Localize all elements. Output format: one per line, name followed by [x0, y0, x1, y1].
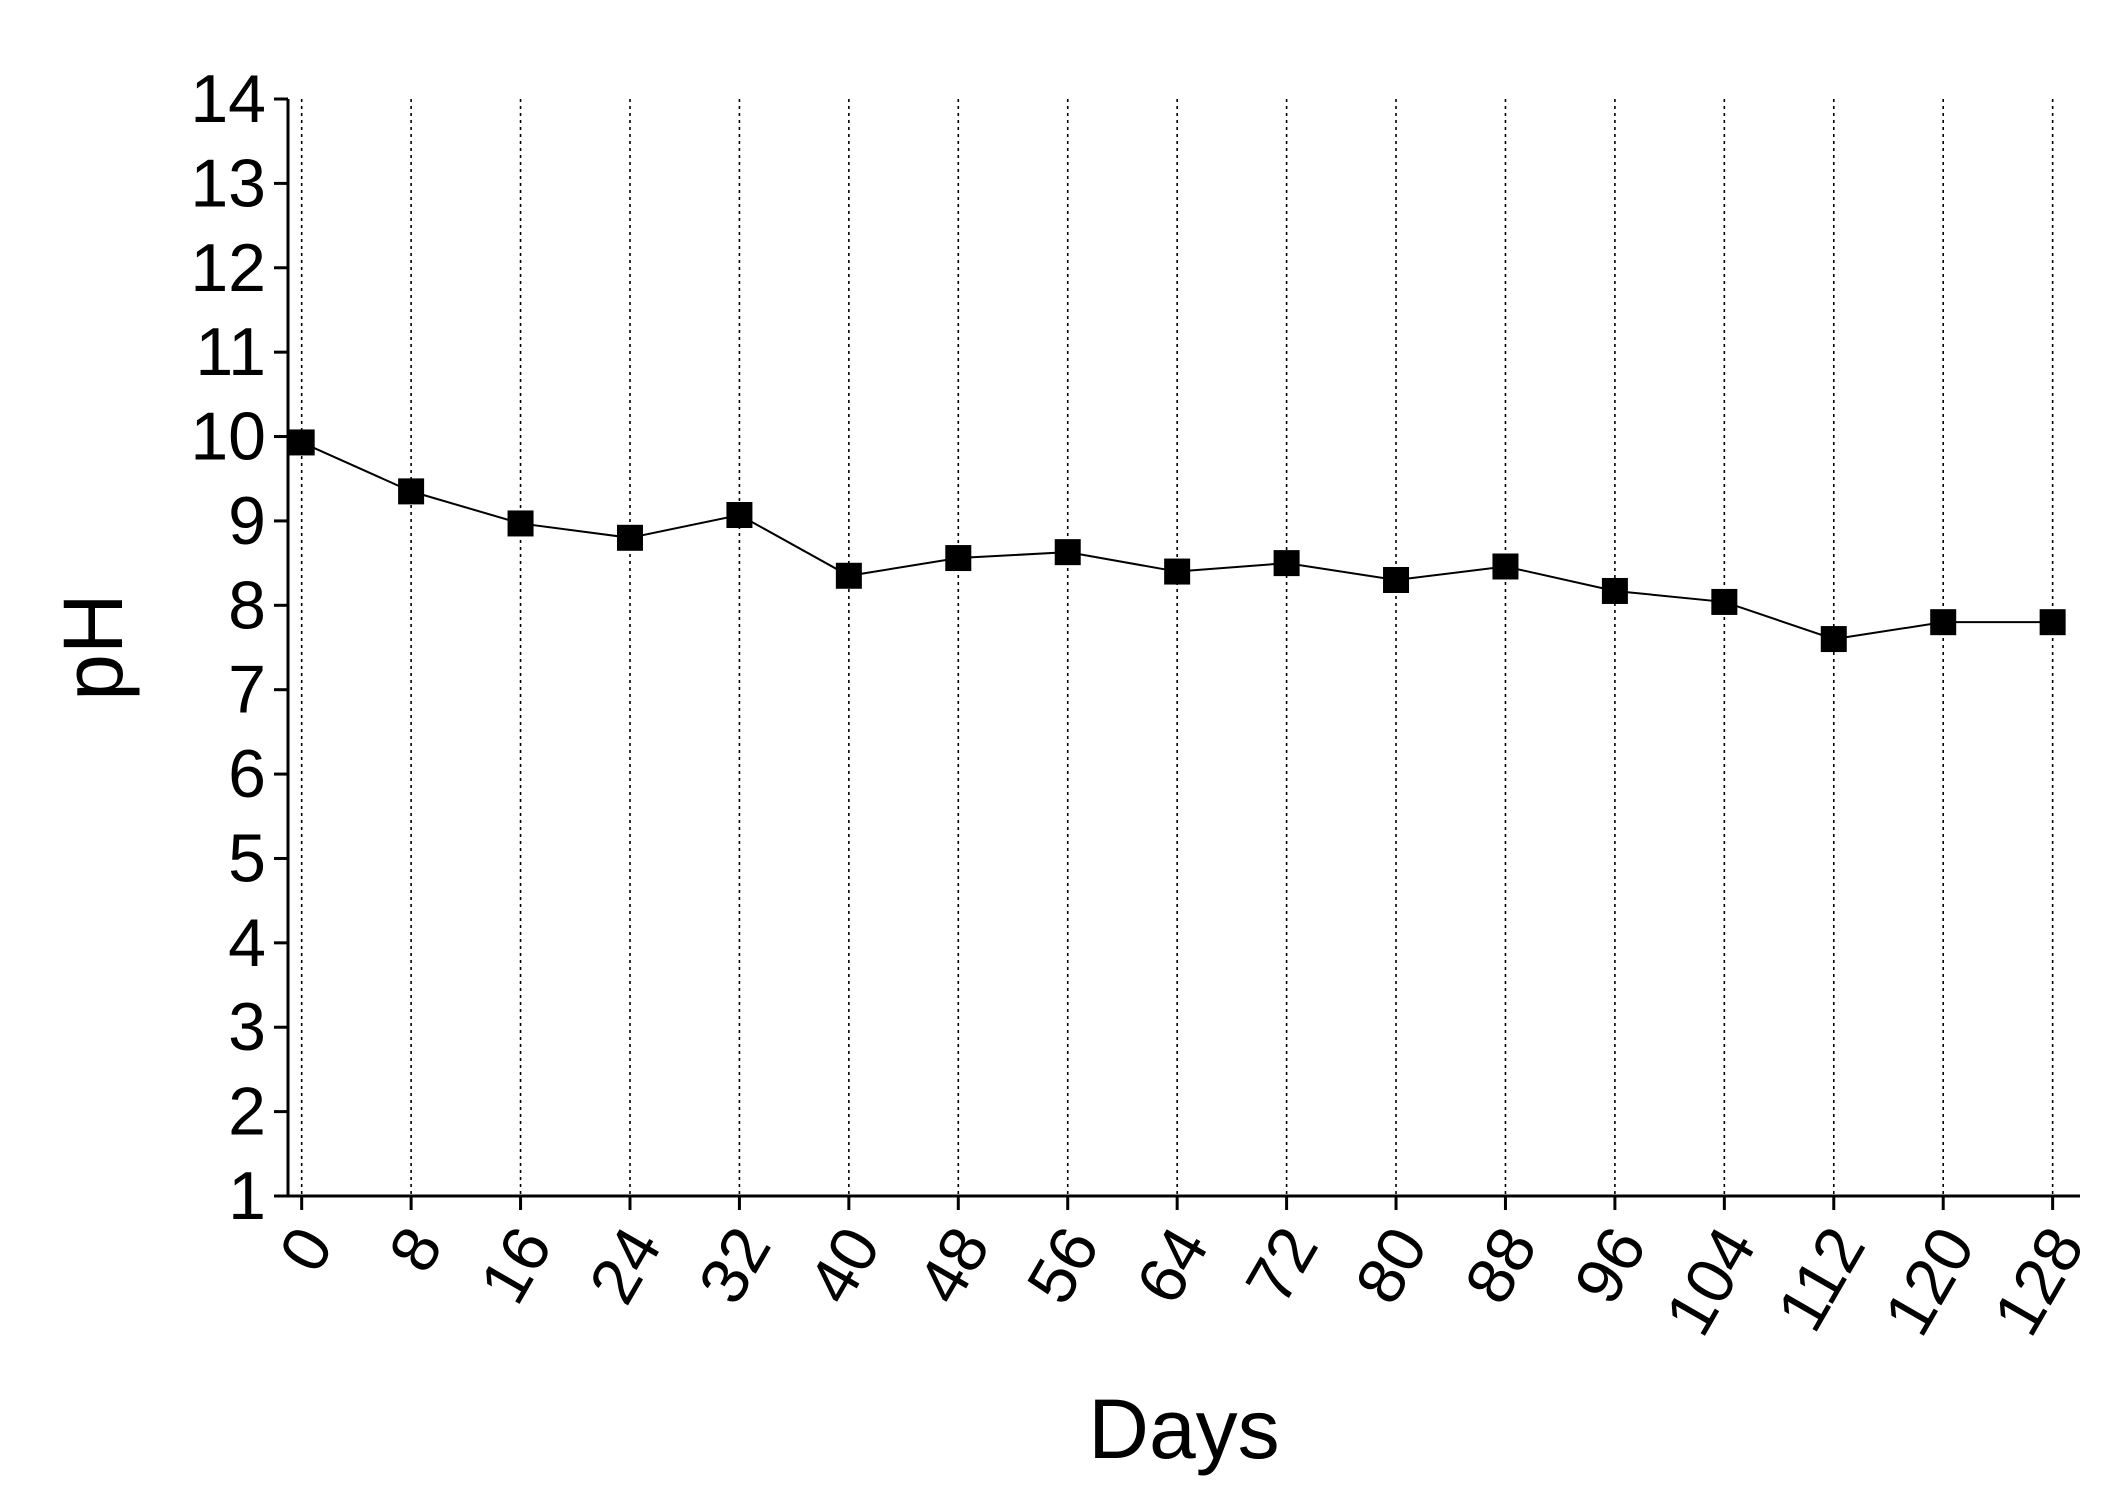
- y-tick-label: 8: [228, 567, 266, 643]
- x-tick-label: 80: [1340, 1215, 1441, 1316]
- x-tick-label: 24: [574, 1215, 675, 1316]
- data-point: [1054, 539, 1081, 566]
- x-tick-label: 56: [1012, 1215, 1113, 1316]
- x-axis-title: Days: [1088, 1382, 1279, 1476]
- data-point: [1273, 550, 1300, 577]
- x-tick-label: 128: [1979, 1215, 2098, 1347]
- x-tick-label: 72: [1231, 1215, 1332, 1316]
- y-tick-label: 4: [228, 905, 266, 981]
- x-tick-label: 112: [1762, 1215, 1879, 1343]
- y-tick-label: 6: [228, 736, 266, 812]
- y-axis-title: pH: [46, 593, 140, 700]
- x-tick-label: 32: [684, 1215, 785, 1316]
- x-tick-label: 8: [374, 1215, 456, 1284]
- y-tick-label: 10: [190, 399, 266, 475]
- x-tick-label: 64: [1122, 1215, 1223, 1316]
- x-tick-label: 88: [1450, 1215, 1551, 1316]
- data-point: [726, 502, 753, 529]
- y-tick-label: 12: [190, 230, 266, 306]
- data-point: [398, 478, 425, 505]
- data-point: [1601, 577, 1628, 604]
- x-tick-label: 48: [903, 1215, 1004, 1316]
- data-point: [2039, 609, 2066, 636]
- data-point: [288, 429, 315, 456]
- x-tick-label: 16: [465, 1215, 566, 1316]
- y-tick-label: 9: [228, 483, 266, 559]
- y-tick-label: 3: [228, 989, 266, 1065]
- data-point: [1492, 553, 1519, 580]
- x-tick-label: 96: [1559, 1215, 1660, 1316]
- data-point: [507, 510, 534, 537]
- y-tick-label: 13: [190, 145, 266, 221]
- y-tick-label: 1: [228, 1158, 266, 1234]
- data-point: [1820, 626, 1847, 653]
- data-point: [1164, 558, 1191, 585]
- y-tick-label: 11: [195, 314, 266, 390]
- data-point: [1711, 588, 1738, 615]
- y-tick-label: 14: [190, 61, 266, 137]
- y-tick-label: 2: [228, 1074, 266, 1150]
- x-tick-label: 120: [1869, 1215, 1988, 1347]
- y-tick-label: 5: [228, 820, 266, 896]
- data-point: [616, 524, 643, 551]
- data-point: [1930, 609, 1957, 636]
- y-tick-label: 7: [228, 652, 266, 728]
- x-tick-label: 40: [793, 1215, 894, 1316]
- data-point: [945, 545, 972, 572]
- data-point: [1383, 566, 1410, 593]
- data-point: [835, 562, 862, 589]
- x-tick-label: 104: [1650, 1215, 1769, 1347]
- x-tick-label: 0: [264, 1215, 346, 1284]
